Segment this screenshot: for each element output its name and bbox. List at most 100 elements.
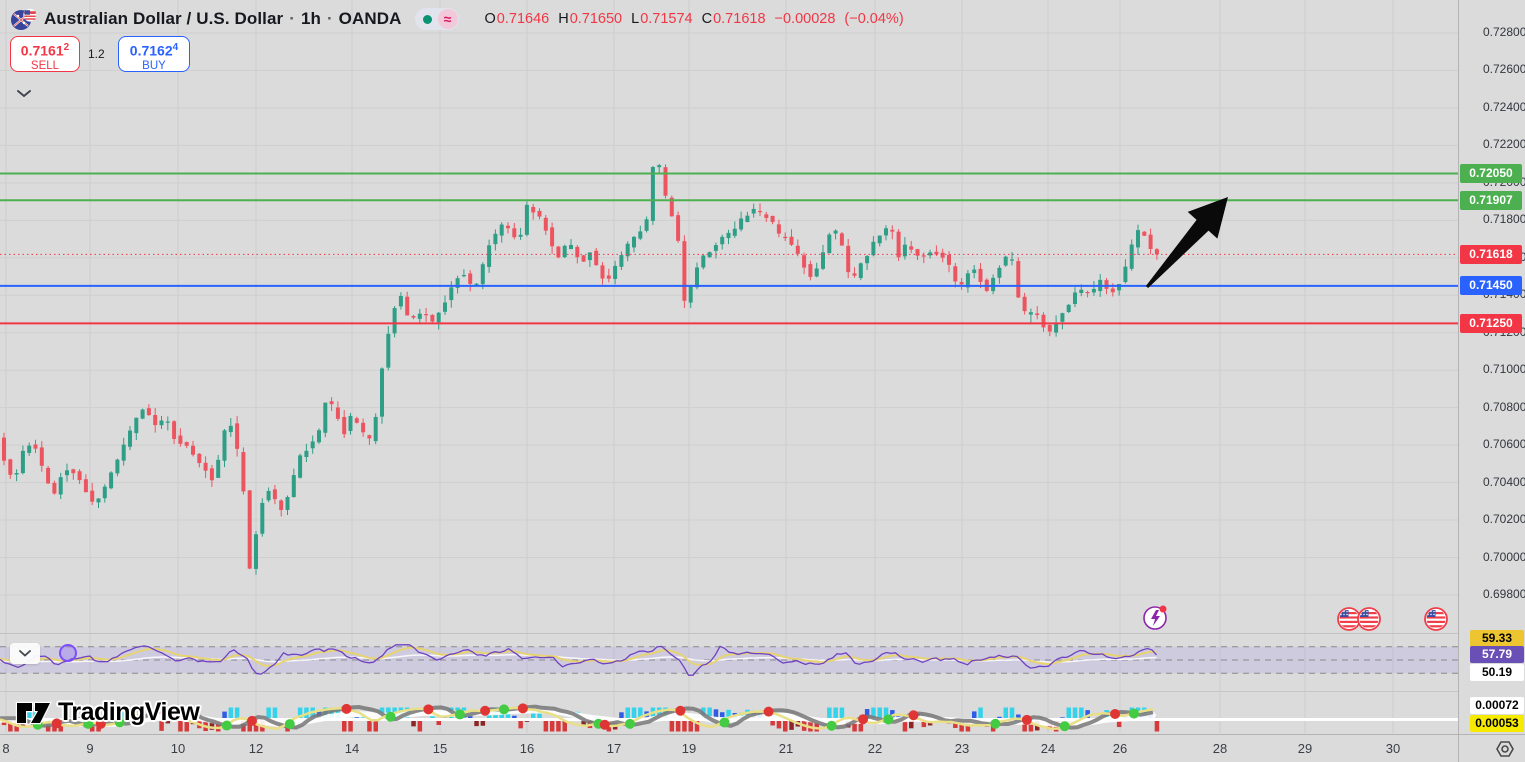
price-level-badge: 0.71450 xyxy=(1460,276,1522,296)
high-label: H xyxy=(558,11,569,27)
change-value: −0.00028 xyxy=(774,11,836,27)
drawn-arrow-annotation[interactable] xyxy=(1145,197,1228,288)
audusd-pair-flag-icon xyxy=(11,8,37,30)
open-value: 0.71646 xyxy=(496,11,550,27)
price-axis-label: 0.70200 xyxy=(1483,512,1525,527)
time-axis-label: 15 xyxy=(432,741,448,756)
signal-dot-green xyxy=(221,720,232,731)
lower-indicator-value-badge: 0.00072 xyxy=(1470,697,1524,714)
close-label: C xyxy=(701,11,713,27)
signal-dot-green xyxy=(1059,721,1070,732)
signal-dot-red xyxy=(341,703,352,714)
sell-button[interactable]: 0.71612 SELL xyxy=(10,36,80,72)
rsi-value-badge: 50.19 xyxy=(1470,664,1524,681)
signal-dot-red xyxy=(908,710,919,721)
rsi-value-badge: 59.33 xyxy=(1470,630,1524,647)
tradingview-mark-icon xyxy=(15,701,52,724)
signal-dot-red xyxy=(423,704,434,715)
approx-price-icon: ≈ xyxy=(437,9,458,29)
price-axis-label: 0.72200 xyxy=(1483,137,1525,152)
price-axis-label: 0.71800 xyxy=(1483,212,1525,227)
rsi-line xyxy=(0,644,1157,676)
signal-dot-red xyxy=(517,703,528,714)
price-axis-label: 0.72400 xyxy=(1483,99,1525,114)
close-value: 0.71618 xyxy=(713,11,766,27)
timeframe-label[interactable]: 1h xyxy=(300,9,321,28)
change-percent: (−0.04%) xyxy=(844,11,904,27)
rsi-value-badge: 57.79 xyxy=(1470,646,1524,663)
signal-dot-red xyxy=(858,714,869,725)
economic-event-lightning-icon[interactable] xyxy=(1143,605,1167,630)
sell-label: SELL xyxy=(30,59,60,72)
time-axis-label: 10 xyxy=(170,741,186,756)
symbol-title: Australian Dollar / U.S. Dollar xyxy=(44,9,284,28)
price-axis-label: 0.70000 xyxy=(1483,549,1525,564)
price-level-badge: 0.71250 xyxy=(1460,313,1522,333)
spread-value: 1.2 xyxy=(88,47,105,61)
buy-button[interactable]: 0.71624 BUY xyxy=(118,36,190,72)
rsi-ma-line xyxy=(0,646,1157,667)
signal-dot-red xyxy=(51,718,62,729)
signal-dot-green xyxy=(454,709,465,720)
lower-indicator-yellow-line xyxy=(0,706,1154,731)
time-axis-label: 28 xyxy=(1212,741,1228,756)
title-separator: · xyxy=(326,9,333,28)
price-axis[interactable]: 0.728000.726000.724000.722000.720000.718… xyxy=(1458,0,1525,762)
time-axis[interactable]: 8 9 10 12 14 15 16 17 19 21 22 23 24 26 28 29 30 xyxy=(0,734,1525,762)
time-axis-label: 22 xyxy=(867,741,883,756)
tradingview-logo[interactable]: TradingView xyxy=(14,698,200,727)
price-axis-label: 0.70800 xyxy=(1483,399,1525,414)
signal-dot-green xyxy=(719,717,730,728)
chevron-down-icon[interactable] xyxy=(16,85,32,103)
price-level-badge: 0.71618 xyxy=(1460,244,1522,264)
exchange-label: OANDA xyxy=(338,9,402,28)
market-status-pill[interactable]: ≈ xyxy=(414,8,459,30)
signal-dot-green xyxy=(284,719,295,730)
price-level-badge: 0.71907 xyxy=(1460,190,1522,210)
market-open-dot-icon xyxy=(422,14,432,24)
price-axis-label: 0.70400 xyxy=(1483,474,1525,489)
signal-dot-red xyxy=(675,705,686,716)
signal-dot-green xyxy=(883,714,894,725)
price-level-badge: 0.72050 xyxy=(1460,163,1522,183)
signal-dot-red xyxy=(158,705,169,716)
signal-dot-red xyxy=(95,718,106,729)
signal-dot-green xyxy=(826,720,837,731)
time-axis-label: 30 xyxy=(1385,741,1401,756)
time-axis-label: 21 xyxy=(778,741,794,756)
time-axis-label: 17 xyxy=(606,741,622,756)
rsi-pane-collapse-chevron-icon[interactable] xyxy=(10,643,40,664)
price-axis-label: 0.71000 xyxy=(1483,362,1525,377)
buy-price: 0.7162 xyxy=(129,42,173,59)
time-axis-label: 24 xyxy=(1040,741,1056,756)
time-axis-label: 16 xyxy=(519,741,535,756)
us-economic-event-flag-icon[interactable] xyxy=(1357,607,1381,631)
rsi-event-marker-icon[interactable] xyxy=(59,644,77,662)
price-axis-label: 0.70600 xyxy=(1483,437,1525,452)
high-value: 0.71650 xyxy=(569,11,623,27)
signal-dot-green xyxy=(990,718,1001,729)
lower-indicator-value-badge: 0.00053 xyxy=(1470,715,1524,732)
lower-indicator-gray-line xyxy=(0,704,1154,730)
price-axis-label: 0.72600 xyxy=(1483,62,1525,77)
candlestick-series xyxy=(2,163,1159,575)
sell-price-pips: 2 xyxy=(63,42,70,53)
open-label: O xyxy=(484,11,496,27)
signal-dot-green xyxy=(385,711,396,722)
sell-price: 0.7161 xyxy=(20,42,64,59)
signal-dot-green xyxy=(114,717,125,728)
signal-dot-red xyxy=(1021,714,1032,725)
us-economic-event-flag-icon[interactable] xyxy=(1424,607,1448,631)
signal-dot-red xyxy=(763,706,774,717)
signal-dot-green xyxy=(83,718,94,729)
signal-dot-red xyxy=(599,719,610,730)
buy-price-pips: 4 xyxy=(172,42,179,53)
signal-dot-green xyxy=(1129,708,1139,719)
time-axis-label: 19 xyxy=(681,741,697,756)
us-economic-event-flag-icon[interactable] xyxy=(1337,607,1361,631)
low-value: 0.71574 xyxy=(640,11,693,27)
axis-settings-gear-icon[interactable] xyxy=(1493,738,1517,762)
time-axis-label: 12 xyxy=(248,741,264,756)
